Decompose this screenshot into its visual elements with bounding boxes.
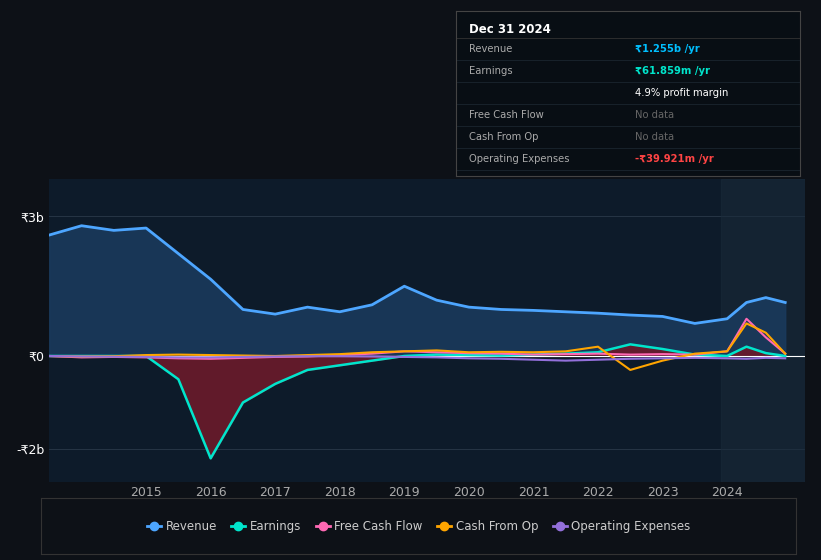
Text: No data: No data	[635, 132, 674, 142]
Text: ₹1.255b /yr: ₹1.255b /yr	[635, 44, 699, 54]
Text: Dec 31 2024: Dec 31 2024	[470, 23, 552, 36]
Legend: Revenue, Earnings, Free Cash Flow, Cash From Op, Operating Expenses: Revenue, Earnings, Free Cash Flow, Cash …	[142, 515, 695, 538]
Text: No data: No data	[635, 110, 674, 120]
Text: -₹39.921m /yr: -₹39.921m /yr	[635, 154, 713, 164]
Bar	[721, 179, 805, 482]
Text: Revenue: Revenue	[470, 44, 513, 54]
Text: 4.9% profit margin: 4.9% profit margin	[635, 88, 728, 98]
Text: Cash From Op: Cash From Op	[470, 132, 539, 142]
Text: Free Cash Flow: Free Cash Flow	[470, 110, 544, 120]
Text: Operating Expenses: Operating Expenses	[470, 154, 570, 164]
Text: ₹61.859m /yr: ₹61.859m /yr	[635, 66, 710, 76]
Text: Earnings: Earnings	[470, 66, 513, 76]
